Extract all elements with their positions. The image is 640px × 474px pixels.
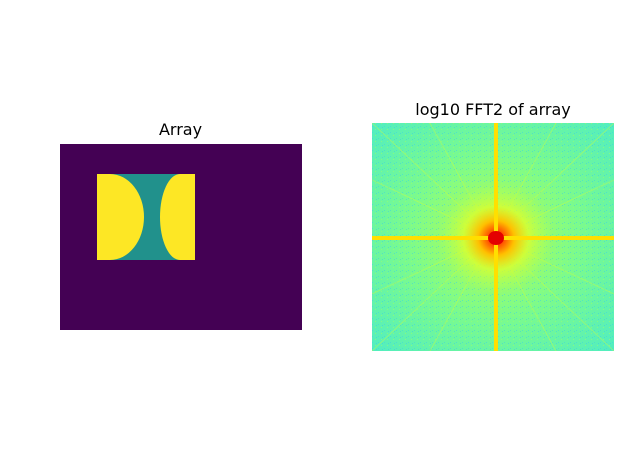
fft-image	[372, 123, 614, 351]
array-title: Array	[159, 120, 202, 139]
fft-peak	[488, 231, 504, 245]
fft-title: log10 FFT2 of array	[415, 100, 570, 119]
array-right-half-disk	[160, 174, 195, 260]
array-subplot: Array	[60, 120, 302, 330]
fft-subplot: log10 FFT2 of array	[372, 100, 614, 351]
array-left-half-disk	[97, 174, 144, 260]
array-image	[60, 144, 302, 330]
